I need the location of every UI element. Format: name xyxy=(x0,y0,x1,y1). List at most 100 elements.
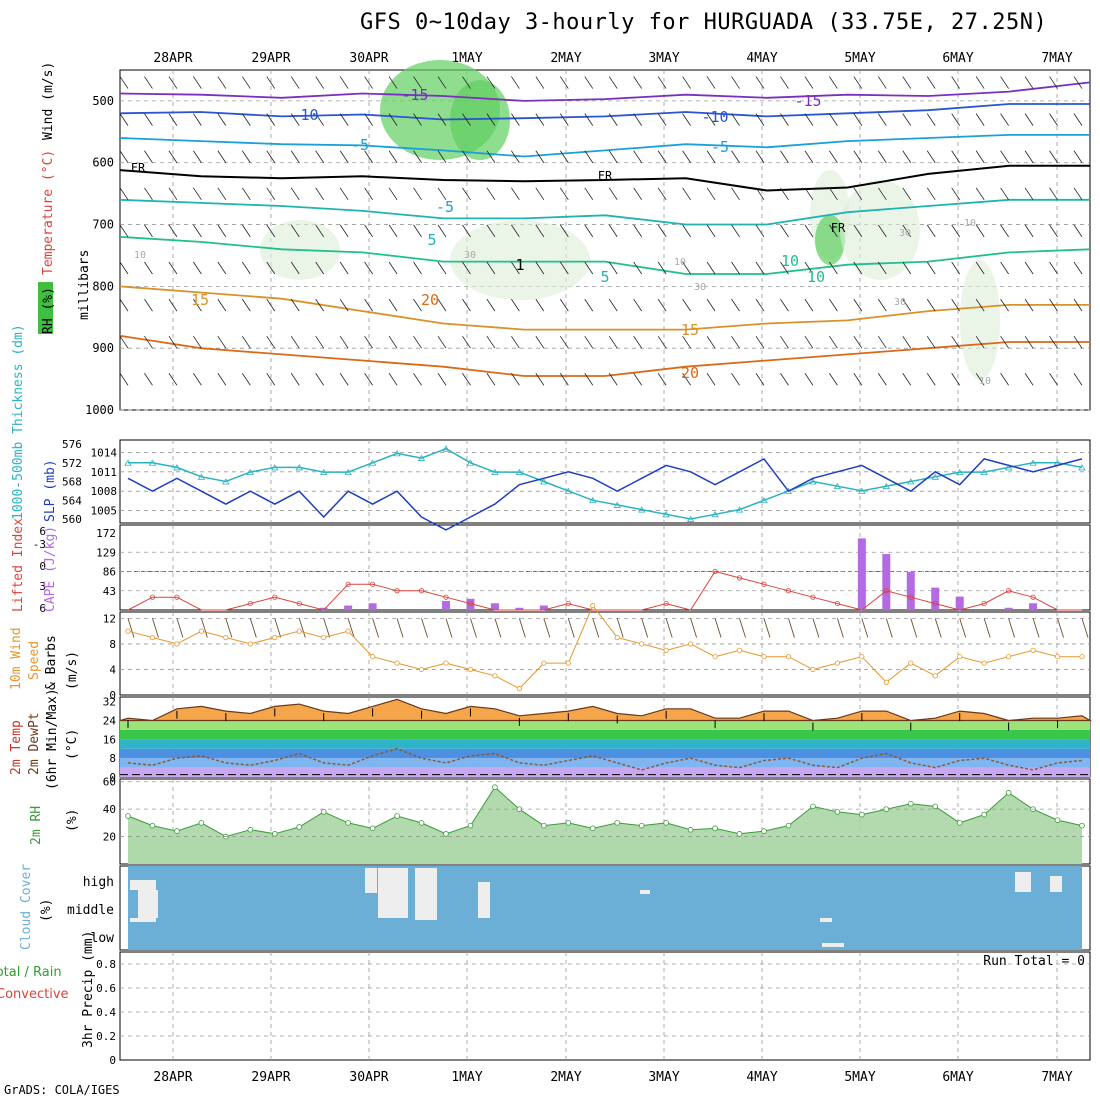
upper-wind-barb xyxy=(1073,76,1083,89)
upper-wind-barb xyxy=(608,224,618,238)
rh2m-marker xyxy=(1079,822,1085,829)
thickness-marker xyxy=(368,459,377,466)
rh2m-marker xyxy=(687,826,694,833)
thickness-marker xyxy=(613,501,621,508)
run-total: Run Total = 0 xyxy=(983,954,1085,969)
cloud-gap xyxy=(138,890,158,918)
surface-wind-barb xyxy=(347,618,355,638)
upper-wind-barb xyxy=(633,261,643,275)
upper-wind-barb xyxy=(902,373,912,386)
upper-wind-barb xyxy=(755,261,765,275)
top-date-label: 2MAY xyxy=(550,51,581,66)
upper-wind-barb xyxy=(535,113,545,126)
upper-wind-barb xyxy=(853,373,863,386)
upper-wind-barb xyxy=(706,373,716,386)
surface-wind-barb xyxy=(127,618,135,638)
upper-wind-barb xyxy=(608,150,618,163)
upper-wind-barb xyxy=(584,373,594,386)
upper-wind-barb xyxy=(1024,187,1034,201)
upper-wind-barb xyxy=(119,335,129,349)
upper-wind-barb xyxy=(462,224,471,238)
upper-wind-barb xyxy=(804,373,814,386)
upper-wind-barb xyxy=(877,224,887,238)
upper-wind-barb xyxy=(829,373,838,386)
series-wind10m xyxy=(127,604,1082,690)
cloud-gap xyxy=(1050,876,1062,892)
upper-wind-barb xyxy=(217,150,227,163)
upper-wind-barb xyxy=(193,373,202,386)
upper-wind-barb xyxy=(804,224,814,238)
upper-wind-barb xyxy=(657,261,667,275)
rh-label: 10 xyxy=(964,218,976,229)
upper-wind-barb xyxy=(682,224,691,238)
upper-wind-barb xyxy=(315,224,325,238)
upper-wind-barb xyxy=(437,335,447,349)
upper-wind-barb xyxy=(1073,150,1083,163)
upper-wind-barb xyxy=(902,261,912,275)
upper-wind-barb xyxy=(1073,373,1083,386)
upper-wind-barb xyxy=(608,298,618,312)
surface-wind-barb xyxy=(298,618,306,638)
upper-wind-barb xyxy=(584,76,594,89)
upper-wind-barb xyxy=(486,187,496,201)
wind10m-marker xyxy=(834,660,840,666)
surface-wind-barb xyxy=(1057,618,1064,638)
thickness-marker xyxy=(662,511,670,518)
ylabel-total-rain: Total / Rain xyxy=(0,965,62,980)
upper-wind-barb xyxy=(290,113,300,126)
upper-wind-barb xyxy=(241,335,251,349)
upper-wind-barb xyxy=(975,373,985,386)
upper-wind-barb xyxy=(877,261,887,275)
upper-wind-barb xyxy=(535,76,545,89)
upper-wind-barb xyxy=(559,187,569,201)
rh-tick: 20 xyxy=(103,831,116,844)
surface-wind-barb xyxy=(249,618,257,638)
upper-wind-barb xyxy=(315,76,325,89)
upper-wind-barb xyxy=(1049,224,1058,238)
upper-wind-barb xyxy=(388,261,398,275)
rh-swatch xyxy=(38,282,53,334)
cloud-gap xyxy=(130,918,156,922)
upper-wind-barb xyxy=(193,261,202,275)
cloud-gap xyxy=(820,918,832,922)
upper-wind-barb xyxy=(535,373,545,386)
upper-wind-barb xyxy=(144,373,153,386)
thickness-marker xyxy=(466,459,475,466)
upper-wind-barb xyxy=(1000,76,1009,89)
lifted-marker xyxy=(565,600,571,607)
upper-wind-barb xyxy=(804,261,814,275)
rh2m-marker xyxy=(247,826,254,833)
upper-wind-barb xyxy=(657,335,667,349)
wind10m-marker xyxy=(712,654,718,660)
surface-wind-barb xyxy=(396,618,404,638)
cape-bar xyxy=(368,603,377,610)
upper-wind-barb xyxy=(804,150,814,163)
thickness-marker xyxy=(246,468,255,476)
series-lifted-index xyxy=(127,570,1082,611)
upper-wind-barb xyxy=(951,113,961,126)
upper-wind-barb xyxy=(559,373,569,386)
upper-wind-barb xyxy=(657,113,667,126)
isotherm-label: -5 xyxy=(711,138,729,156)
temp-tick: 24 xyxy=(103,715,117,728)
pressure-tick: 500 xyxy=(92,94,114,108)
thickness-marker xyxy=(1078,464,1086,471)
wind10m-marker xyxy=(125,628,131,634)
upper-wind-barb xyxy=(1000,224,1009,238)
upper-wind-barb xyxy=(1000,187,1009,201)
upper-wind-barb xyxy=(364,335,373,349)
upper-wind-barb xyxy=(706,187,716,201)
thickness-marker xyxy=(271,464,279,471)
upper-wind-barb xyxy=(853,224,863,238)
upper-wind-barb xyxy=(462,298,471,312)
wind10m-marker xyxy=(321,634,327,641)
lifted-marker xyxy=(908,594,914,600)
isotherm-label: 20 xyxy=(681,364,699,382)
upper-wind-barb xyxy=(926,261,936,275)
ylabel-cape: CAPE (J/kg) xyxy=(43,526,58,612)
pressure-tick: 700 xyxy=(92,218,114,232)
lifted-marker xyxy=(272,594,278,600)
upper-wind-barb xyxy=(217,298,227,312)
rh-label: 10 xyxy=(134,250,146,261)
rh-shade xyxy=(450,220,590,300)
